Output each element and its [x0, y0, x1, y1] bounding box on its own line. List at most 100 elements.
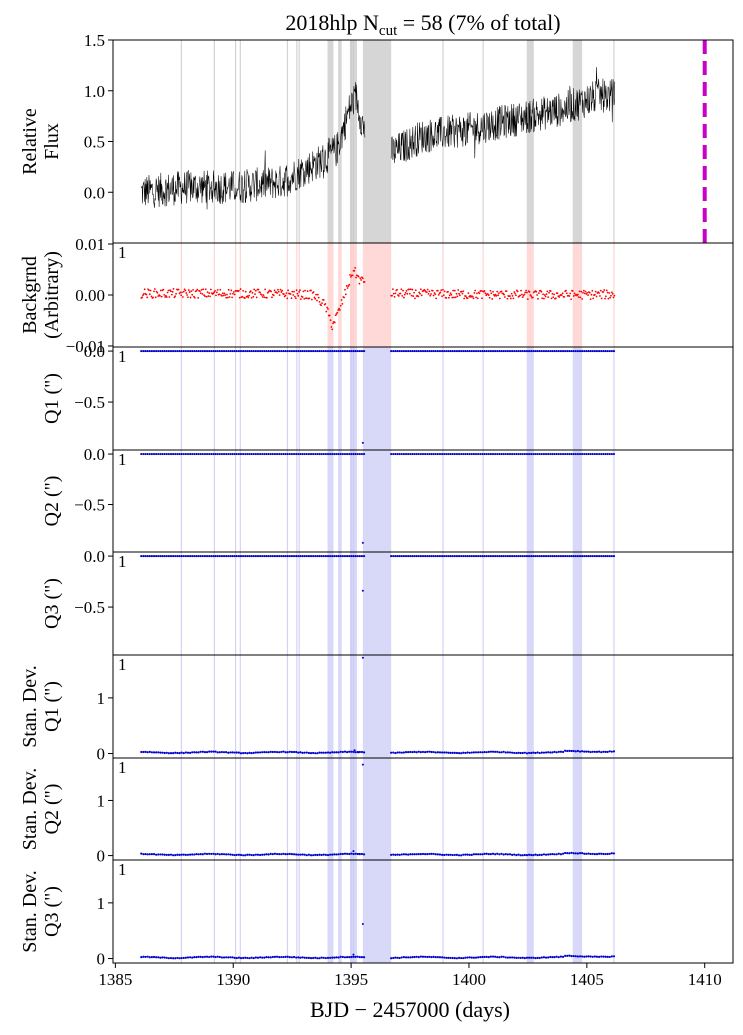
centroid-point — [271, 452, 274, 456]
background-point — [315, 293, 318, 296]
background-point — [466, 297, 469, 300]
background-point — [474, 289, 477, 292]
background-point — [391, 294, 393, 297]
centroid-point — [547, 349, 550, 353]
centroid-point — [570, 452, 573, 456]
centroid-point — [494, 349, 497, 353]
background-point — [471, 295, 474, 298]
centroid-point — [163, 349, 166, 353]
background-point — [290, 297, 293, 300]
centroid-point — [479, 452, 482, 456]
centroid-point — [329, 751, 332, 754]
background-point — [349, 273, 351, 276]
background-point — [391, 288, 394, 291]
centroid-point — [578, 750, 582, 753]
panel-q1: −0.50.0 1Q1 (") — [41, 342, 734, 451]
centroid-point — [208, 955, 211, 959]
centroid-point — [345, 452, 349, 456]
centroid-point — [460, 452, 463, 456]
centroid-point — [271, 853, 274, 856]
background-point — [336, 311, 339, 314]
centroid-point — [343, 750, 347, 753]
centroid-point — [553, 956, 556, 959]
centroid-point — [318, 349, 321, 353]
background-point — [357, 275, 360, 278]
centroid-point — [290, 956, 294, 959]
background-point — [442, 294, 445, 297]
centroid-point — [457, 752, 461, 755]
background-point — [358, 282, 361, 285]
background-point — [463, 297, 466, 300]
centroid-point — [210, 852, 213, 856]
centroid-point — [610, 554, 613, 558]
centroid-point — [557, 554, 560, 558]
centroid-point — [337, 956, 340, 959]
centroid-point — [348, 452, 351, 456]
centroid-point — [197, 554, 200, 558]
background-point — [441, 295, 443, 298]
background-point — [289, 293, 292, 295]
background-point — [426, 288, 429, 291]
centroid-point — [544, 956, 548, 959]
centroid-point — [172, 452, 175, 456]
centroid-point — [227, 751, 230, 754]
centroid-point — [419, 554, 422, 558]
background-point — [449, 292, 452, 295]
centroid-point — [583, 852, 586, 855]
background-point — [442, 288, 444, 291]
centroid-point — [250, 956, 253, 959]
centroid-point — [152, 349, 156, 353]
centroid-point — [335, 956, 338, 959]
background-point — [285, 292, 288, 295]
background-point — [286, 297, 289, 300]
background-point — [145, 293, 148, 296]
centroid-point — [278, 853, 281, 856]
centroid-point — [438, 853, 442, 856]
centroid-point — [521, 452, 524, 456]
centroid-point — [278, 349, 281, 353]
centroid-point — [152, 452, 156, 456]
centroid-point — [197, 349, 200, 353]
centroid-point — [273, 452, 277, 456]
centroid-point — [235, 349, 238, 353]
centroid-point — [559, 955, 563, 958]
centroid-point — [460, 752, 463, 755]
centroid-point — [564, 452, 567, 456]
background-point — [287, 289, 290, 292]
centroid-point — [561, 852, 565, 855]
centroid-point — [269, 554, 272, 558]
centroid-point — [506, 349, 509, 353]
centroid-point — [504, 956, 507, 959]
centroid-point — [606, 955, 609, 958]
centroid-point — [555, 751, 558, 754]
centroid-point — [333, 452, 336, 456]
background-point — [231, 296, 234, 299]
centroid-point — [210, 349, 213, 353]
background-point — [326, 306, 329, 309]
centroid-point — [280, 349, 283, 353]
background-point — [316, 299, 318, 302]
centroid-point — [457, 452, 461, 456]
centroid-point — [199, 955, 202, 959]
background-point — [514, 292, 516, 295]
centroid-point — [491, 750, 495, 753]
background-point — [339, 304, 342, 307]
centroid-point — [460, 956, 463, 960]
background-point — [434, 293, 437, 296]
background-point — [174, 295, 177, 298]
centroid-point — [481, 853, 484, 856]
centroid-point — [544, 349, 548, 353]
centroid-point — [570, 554, 573, 558]
background-point — [255, 296, 258, 299]
background-point — [196, 288, 199, 291]
centroid-point — [578, 955, 582, 958]
centroid-point — [267, 956, 270, 959]
centroid-point — [449, 751, 452, 755]
centroid-point — [604, 554, 607, 558]
centroid-point — [360, 852, 364, 856]
centroid-point — [256, 452, 260, 456]
background-point — [496, 290, 499, 293]
background-point — [414, 297, 416, 300]
centroid-point — [498, 751, 501, 754]
